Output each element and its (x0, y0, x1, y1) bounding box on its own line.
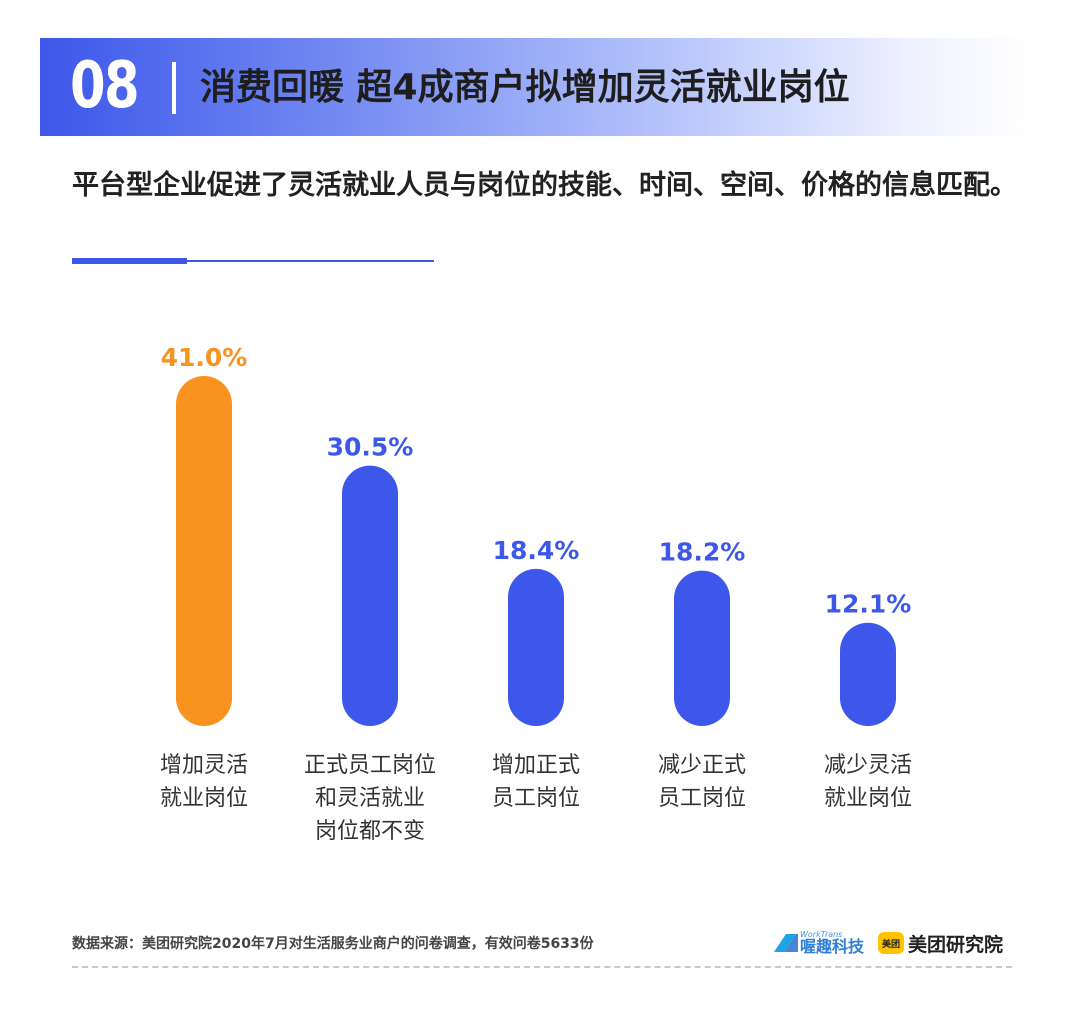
worktrans-logo-name: 喔趣科技 (800, 937, 865, 956)
value-label-2: 30.5% (327, 433, 414, 462)
category-label-line: 增加灵活 (160, 753, 248, 778)
category-label-line: 就业岗位 (160, 786, 248, 811)
subtitle: 平台型企业促进了灵活就业人员与岗位的技能、时间、空间、价格的信息匹配。 (72, 170, 1017, 201)
bar-1 (176, 376, 232, 726)
category-label-line: 增加正式 (492, 753, 580, 778)
category-label-line: 和灵活就业 (315, 786, 425, 811)
category-label-line: 正式员工岗位 (304, 753, 436, 778)
section-number: 08 (70, 49, 140, 123)
worktrans-logo-small-text: WorkTrans (800, 930, 843, 939)
footer-dashed-divider (72, 966, 1012, 968)
value-label-5: 12.1% (825, 590, 912, 619)
meituan-logo-icon: 美团 (878, 932, 904, 954)
bar-5 (840, 622, 896, 726)
header-divider (172, 62, 176, 114)
value-label-1: 41.0% (161, 343, 248, 372)
category-label-line: 就业岗位 (824, 786, 912, 811)
bar-3 (508, 568, 564, 726)
category-label-line: 减少正式 (658, 753, 746, 778)
category-label-line: 岗位都不变 (315, 819, 425, 844)
category-label-line: 员工岗位 (492, 786, 580, 811)
header-band (40, 38, 1030, 136)
worktrans-logo: WorkTrans 喔趣科技 (772, 928, 864, 958)
accent-line-highlight (72, 258, 187, 264)
bar-4 (674, 570, 730, 726)
bar-2 (342, 465, 398, 726)
meituan-research-logo: 美团 美团研究院 (878, 928, 1003, 958)
category-label-line: 减少灵活 (824, 753, 912, 778)
category-label-1: 增加灵活就业岗位 (160, 753, 248, 811)
worktrans-logo-icon (772, 932, 798, 954)
value-label-3: 18.4% (493, 536, 580, 565)
meituan-logo-name: 美团研究院 (908, 933, 1004, 956)
accent-line (72, 260, 434, 262)
data-source-note: 数据来源：美团研究院2020年7月对生活服务业商户的问卷调查，有效问卷5633份 (72, 936, 594, 952)
page-title: 消费回暖 超4成商户拟增加灵活就业岗位 (200, 67, 850, 108)
value-label-4: 18.2% (659, 538, 746, 567)
category-label-line: 员工岗位 (658, 786, 746, 811)
